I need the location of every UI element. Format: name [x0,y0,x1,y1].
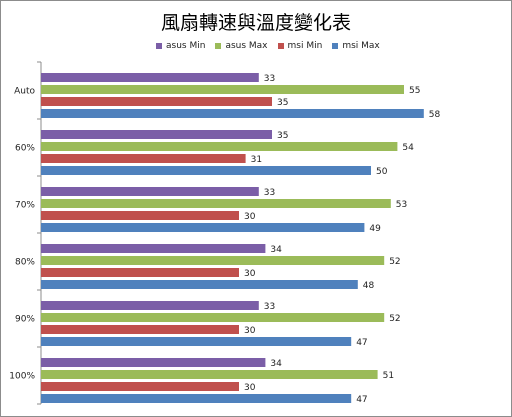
bar-asus-min [41,130,272,139]
bar-msi-max [41,280,358,289]
bar-data-label: 47 [356,395,367,405]
bar-data-label: 50 [376,167,388,177]
legend-item-asus-min: asus Min [156,41,205,51]
bar-asus-max [41,142,398,151]
bar-data-label: 51 [383,371,394,381]
bar-msi-max [41,394,352,403]
bar-data-label: 30 [244,383,256,393]
legend-swatch [215,43,222,49]
category-tick-label: 70% [15,201,35,211]
legend-label: msi Max [342,41,380,51]
bar-asus-min [41,358,266,367]
legend-label: asus Max [225,41,268,51]
bar-asus-max [41,370,378,379]
bar-msi-min [41,382,239,391]
bar-asus-min [41,73,259,82]
bar-data-label: 34 [270,359,282,369]
category-tick-label: Auto [14,87,35,97]
category-tick-label: 90% [15,315,35,325]
legend-label: msi Min [287,41,323,51]
bar-data-label: 52 [389,257,400,267]
bar-msi-min [41,97,272,106]
category-tick-label: 60% [15,144,35,154]
bar-msi-min [41,325,239,334]
bar-data-label: 33 [264,302,275,312]
bar-msi-max [41,223,365,232]
bar-data-label: 35 [277,98,288,108]
bar-asus-max [41,313,385,322]
bar-msi-max [41,166,371,175]
bar-msi-min [41,154,246,163]
bar-asus-max [41,256,385,265]
bar-asus-max [41,199,391,208]
bar-data-label: 31 [251,155,262,165]
bar-data-label: 49 [369,224,381,234]
bar-asus-min [41,301,259,310]
bar-msi-min [41,211,239,220]
bar-data-label: 58 [429,110,441,120]
chart-title: 風扇轉速與溫度變化表 [160,12,351,34]
bar-msi-max [41,109,424,118]
bar-asus-min [41,187,259,196]
category-tick-label: 100% [9,372,35,382]
bar-data-label: 48 [363,281,375,291]
bar-data-label: 33 [264,188,275,198]
bar-data-label: 30 [244,212,256,222]
bar-data-label: 47 [356,338,367,348]
bar-data-label: 33 [264,74,275,84]
bar-data-label: 35 [277,131,288,141]
legend-swatch [332,43,339,49]
bar-data-label: 53 [396,200,407,210]
bar-asus-min [41,244,266,253]
bar-data-label: 54 [402,143,414,153]
legend-item-msi-min: msi Min [277,41,323,51]
bar-asus-max [41,85,404,94]
legend-item-asus-max: asus Max [215,41,268,51]
legend-item-msi-max: msi Max [332,41,380,51]
legend-swatch [277,43,284,49]
bar-data-label: 30 [244,326,256,336]
legend-label: asus Min [166,41,206,51]
bar-data-label: 52 [389,314,400,324]
category-tick-label: 80% [15,258,35,268]
bar-msi-min [41,268,239,277]
chart-legend: asus Min asus Max msi Min msi Max [156,41,380,51]
bar-data-label: 55 [409,86,420,96]
bar-data-label: 30 [244,269,256,279]
bar-data-label: 34 [270,245,282,255]
bar-msi-max [41,337,352,346]
legend-swatch [156,43,162,49]
